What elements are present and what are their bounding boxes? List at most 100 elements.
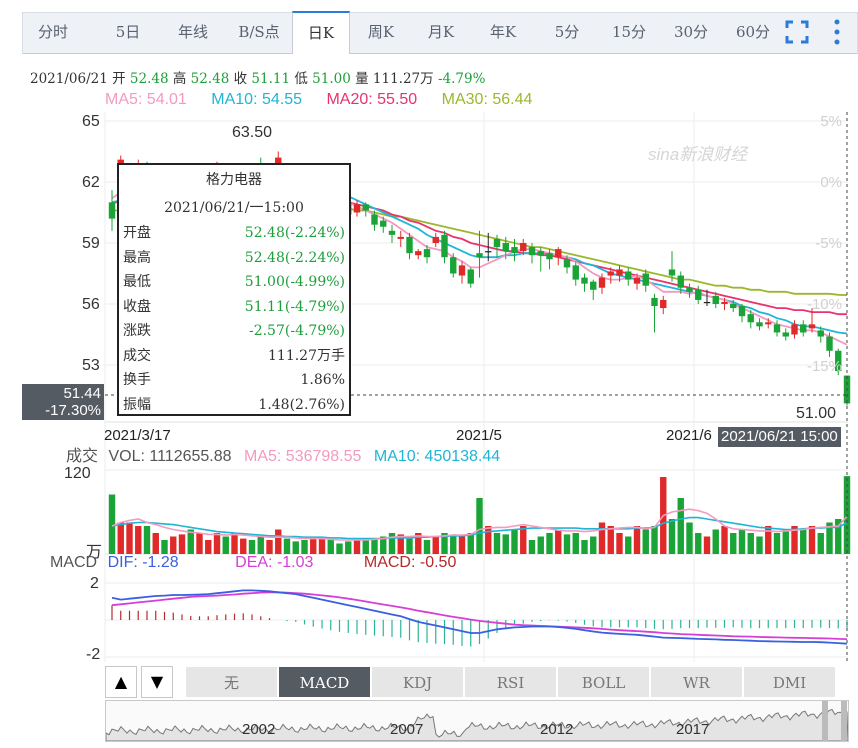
macd-title: MACD bbox=[50, 554, 98, 571]
candle-body bbox=[791, 324, 798, 335]
indicator-tab-5[interactable]: WR bbox=[650, 666, 743, 698]
tooltip-row-label: 收盘 bbox=[123, 298, 151, 315]
tab-4[interactable]: 日K bbox=[292, 11, 350, 54]
tab-8[interactable]: 5分 bbox=[554, 23, 580, 41]
vol_ma5-line bbox=[111, 508, 848, 541]
volume-bar bbox=[607, 526, 614, 554]
price-tag-value: 51.44 bbox=[63, 385, 101, 402]
tab-7[interactable]: 年K bbox=[489, 23, 517, 41]
tab-11[interactable]: 60分 bbox=[735, 23, 771, 41]
volume-bar bbox=[415, 533, 422, 554]
volume-bar bbox=[511, 529, 518, 554]
candle-body bbox=[476, 253, 483, 258]
macd-value-label: MACD: -0.50 bbox=[363, 554, 457, 571]
candle-body bbox=[380, 220, 387, 227]
indicator-tab-0[interactable]: 无 bbox=[185, 666, 278, 698]
indicator-tab-3[interactable]: RSI bbox=[464, 666, 557, 698]
more-vertical-icon[interactable] bbox=[832, 18, 842, 46]
candle-body bbox=[808, 324, 816, 329]
candle-body bbox=[677, 275, 684, 288]
candle-body bbox=[800, 324, 807, 333]
indicator-tab-1[interactable]: MACD bbox=[278, 666, 371, 698]
volume-bar bbox=[371, 538, 378, 554]
date-label-1: 2021/3/17 bbox=[104, 427, 171, 444]
volume-legend: 成交 VOL: 1112655.88 MA5: 536798.55 MA10: … bbox=[66, 442, 500, 466]
candle-body bbox=[458, 265, 466, 276]
volume-bar bbox=[563, 534, 571, 554]
tab-6[interactable]: 月K bbox=[427, 23, 455, 41]
volume-bar bbox=[135, 526, 142, 554]
scroll-down-button[interactable]: ▼ bbox=[141, 666, 173, 698]
indicator-tab-4[interactable]: BOLL bbox=[557, 666, 650, 698]
candle-body bbox=[406, 236, 413, 254]
indicator-tab-2[interactable]: KDJ bbox=[371, 666, 464, 698]
volume-bar bbox=[178, 534, 186, 554]
candle-body bbox=[607, 271, 614, 276]
macd-axis-top: 2 bbox=[90, 575, 99, 592]
volume-bar bbox=[362, 540, 369, 554]
volume-bar bbox=[161, 540, 168, 554]
volume-bar bbox=[782, 529, 789, 554]
tab-3[interactable]: B/S点 bbox=[238, 23, 280, 41]
volume-bar bbox=[756, 536, 763, 554]
volume-bar bbox=[222, 536, 229, 554]
volume-bar bbox=[625, 536, 632, 554]
candle-body bbox=[520, 243, 527, 252]
tab-2[interactable]: 年线 bbox=[177, 23, 208, 41]
volume-bar bbox=[590, 536, 597, 554]
high-marker: 63.50 bbox=[232, 124, 273, 141]
volume-bar bbox=[642, 529, 649, 554]
tooltip-row-value: 1.86% bbox=[300, 372, 345, 388]
scroll-up-button[interactable]: ▲ bbox=[105, 666, 137, 698]
range-navigator[interactable]: 2002 2007 2012 2017 bbox=[105, 700, 849, 742]
tab-10[interactable]: 30分 bbox=[673, 23, 709, 41]
low-value: 51.00 bbox=[312, 71, 351, 87]
volume-bar bbox=[292, 541, 299, 554]
volume-value: 111.27万 bbox=[372, 71, 434, 87]
close-label: 收 bbox=[233, 71, 248, 87]
tooltip-row-label: 最高 bbox=[123, 249, 151, 266]
navigator-sparkline bbox=[106, 701, 848, 741]
indicator-selector: ▲ ▼ 无 MACD KDJ RSI BOLL WR DMI bbox=[105, 666, 849, 698]
candle-body bbox=[686, 287, 693, 292]
candle-body bbox=[485, 251, 492, 253]
volume-bar bbox=[406, 538, 413, 554]
candle-body bbox=[695, 289, 702, 300]
crosshair bbox=[105, 112, 848, 662]
volume-bar bbox=[152, 533, 159, 554]
candle-body bbox=[572, 265, 579, 280]
tooltip-stock-name: 格力电器 bbox=[206, 172, 262, 188]
price-tick: 65 bbox=[82, 113, 100, 130]
tab-9[interactable]: 15分 bbox=[611, 23, 647, 41]
tooltip-row-value: 51.11(-4.79%) bbox=[244, 298, 345, 315]
volume-axis-unit: 万 bbox=[86, 544, 103, 561]
navigator-handle-left bbox=[822, 701, 828, 741]
quote-summary: 2021/06/21 开 52.48 高 52.48 收 51.11 低 51.… bbox=[30, 67, 485, 87]
volume-bar bbox=[493, 533, 501, 554]
tooltip-row-label: 开盘 bbox=[123, 225, 151, 241]
tab-1[interactable]: 5日 bbox=[115, 23, 141, 41]
volume-bar bbox=[327, 540, 334, 554]
quote-date: 2021/06/21 bbox=[30, 71, 108, 87]
candle-body bbox=[581, 277, 588, 284]
volume-bar bbox=[730, 533, 737, 554]
volume-bar bbox=[170, 536, 177, 554]
candle-body bbox=[590, 281, 597, 290]
candle-body bbox=[616, 269, 623, 276]
volume-bar bbox=[353, 540, 361, 554]
volume-bar bbox=[310, 536, 317, 554]
volume-bar bbox=[441, 533, 448, 554]
candle-body bbox=[415, 251, 422, 256]
volume-bar bbox=[458, 536, 466, 554]
indicator-tab-6[interactable]: DMI bbox=[743, 666, 836, 698]
fullscreen-icon[interactable] bbox=[785, 20, 809, 44]
tooltip-row: 最低 51.00(-4.99%) bbox=[123, 270, 345, 294]
tab-5[interactable]: 周K bbox=[367, 23, 395, 41]
volume-bar bbox=[520, 526, 527, 554]
volume-bar bbox=[108, 494, 116, 554]
low-marker: 51.00 bbox=[796, 405, 837, 422]
volume-bar bbox=[143, 526, 151, 554]
tab-0[interactable]: 分时 bbox=[37, 23, 68, 41]
candle-body bbox=[555, 249, 562, 258]
